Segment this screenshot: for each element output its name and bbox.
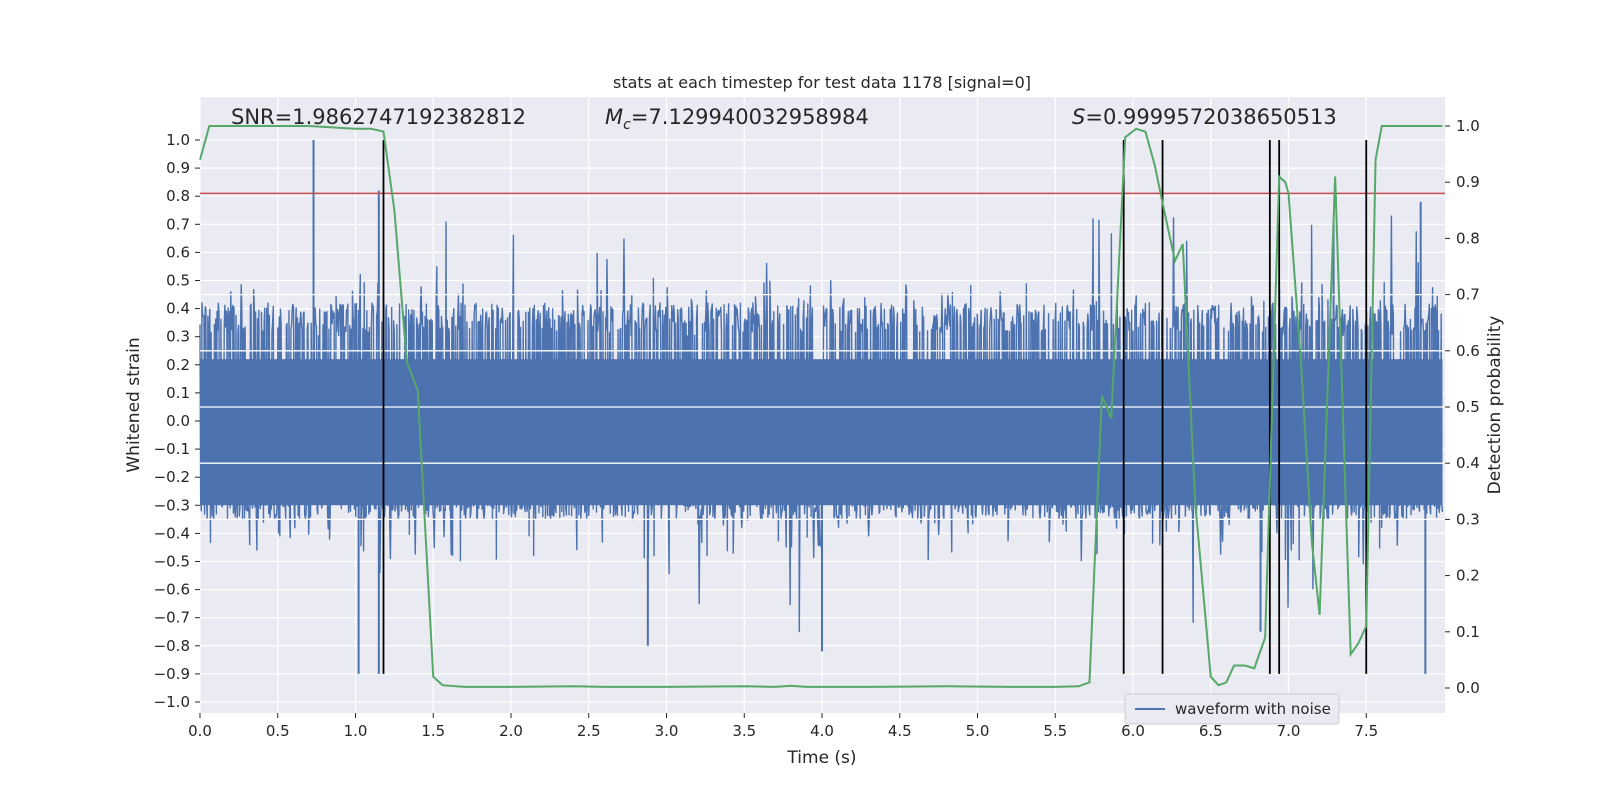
right-y-tick-label: 0.4 <box>1456 454 1480 472</box>
left-y-tick-label: 0.2 <box>166 356 190 374</box>
left-y-tick-label: −0.3 <box>154 496 190 514</box>
chirp-mass-annotation: Mc=7.129940032958984 <box>605 105 869 133</box>
left-y-tick-label: −0.4 <box>154 524 190 542</box>
chirp-mass-value: =7.129940032958984 <box>631 105 869 129</box>
right-y-tick-label: 0.2 <box>1456 567 1480 585</box>
right-y-tick-label: 0.0 <box>1456 679 1480 697</box>
legend: waveform with noise <box>1124 693 1340 725</box>
left-y-tick-label: 0.0 <box>166 412 190 430</box>
detection-probability-series <box>199 125 1443 688</box>
x-tick-label: 4.5 <box>888 722 912 740</box>
right-y-tick-label: 0.9 <box>1456 173 1480 191</box>
right-y-tick-label: 1.0 <box>1456 117 1480 135</box>
chart-title: stats at each timestep for test data 117… <box>613 73 1031 92</box>
left-y-axis-label: Whitened strain <box>124 337 144 472</box>
x-axis-label: Time (s) <box>786 748 856 768</box>
x-tick-label: 1.5 <box>421 722 445 740</box>
s-symbol: S <box>1072 105 1085 129</box>
x-tick-label: 1.0 <box>344 722 368 740</box>
x-axis-ticks: 0.0 0.5 1.0 1.5 2.0 2.5 3.0 3.5 4.0 4.5 5.0 5.5 6.0 6… <box>188 713 1378 740</box>
left-y-tick-label: −1.0 <box>154 693 190 711</box>
probability-line <box>199 125 1443 688</box>
x-tick-label: 2.5 <box>577 722 601 740</box>
right-axis-grid <box>200 293 1445 521</box>
right-y-tick-label: 0.5 <box>1456 398 1480 416</box>
right-y-axis-label: Detection probability <box>1485 316 1505 495</box>
x-tick-label: 4.0 <box>810 722 834 740</box>
legend-label: waveform with noise <box>1175 700 1331 718</box>
x-tick-label: 0.0 <box>188 722 212 740</box>
left-y-tick-label: 0.7 <box>166 215 190 233</box>
left-y-tick-label: −0.8 <box>154 637 190 655</box>
left-y-tick-label: 0.8 <box>166 187 190 205</box>
left-y-tick-label: 0.4 <box>166 300 190 318</box>
snr-annotation: SNR=1.9862747192382812 <box>231 105 526 129</box>
chirp-mass-subscript: c <box>623 117 631 133</box>
x-tick-label: 5.0 <box>966 722 990 740</box>
s-annotation: S=0.9999572038650513 <box>1072 105 1337 129</box>
chirp-mass-symbol: M <box>605 105 623 129</box>
left-y-tick-label: −0.5 <box>154 553 190 571</box>
x-tick-label: 3.5 <box>732 722 756 740</box>
x-tick-label: 6.0 <box>1121 722 1145 740</box>
left-y-tick-label: 0.3 <box>166 328 190 346</box>
left-y-tick-label: 1.0 <box>166 131 190 149</box>
left-y-tick-label: 0.6 <box>166 243 190 261</box>
left-y-tick-label: 0.1 <box>166 384 190 402</box>
x-tick-label: 6.5 <box>1199 722 1223 740</box>
left-y-tick-label: −0.7 <box>154 609 190 627</box>
left-y-tick-label: −0.6 <box>154 581 190 599</box>
right-y-tick-label: 0.3 <box>1456 510 1480 528</box>
right-y-axis-ticks: 1.0 0.9 0.8 0.7 0.6 0.5 0.4 0.3 0.2 0.1 0.0 <box>1445 117 1480 697</box>
s-value: =0.9999572038650513 <box>1085 105 1336 129</box>
left-y-tick-label: −0.9 <box>154 665 190 683</box>
waveform-series <box>199 140 1444 674</box>
left-y-tick-label: −0.2 <box>154 468 190 486</box>
right-y-tick-label: 0.6 <box>1456 342 1480 360</box>
right-y-tick-label: 0.7 <box>1456 286 1480 304</box>
left-y-tick-label: 0.5 <box>166 272 190 290</box>
x-tick-label: 7.5 <box>1354 722 1378 740</box>
left-y-tick-label: −0.1 <box>154 440 190 458</box>
x-tick-label: 7.0 <box>1277 722 1301 740</box>
right-y-tick-label: 0.1 <box>1456 623 1480 641</box>
x-tick-label: 2.0 <box>499 722 523 740</box>
x-tick-label: 5.5 <box>1043 722 1067 740</box>
legend-box <box>1124 693 1340 725</box>
left-y-axis-ticks: 1.0 0.9 0.8 0.7 0.6 0.5 0.4 0.3 0.2 0.1 0.0 −0.1 −0.… <box>154 131 200 711</box>
x-tick-label: 0.5 <box>266 722 290 740</box>
left-y-tick-label: 0.9 <box>166 159 190 177</box>
x-tick-label: 3.0 <box>655 722 679 740</box>
right-y-tick-label: 0.8 <box>1456 229 1480 247</box>
